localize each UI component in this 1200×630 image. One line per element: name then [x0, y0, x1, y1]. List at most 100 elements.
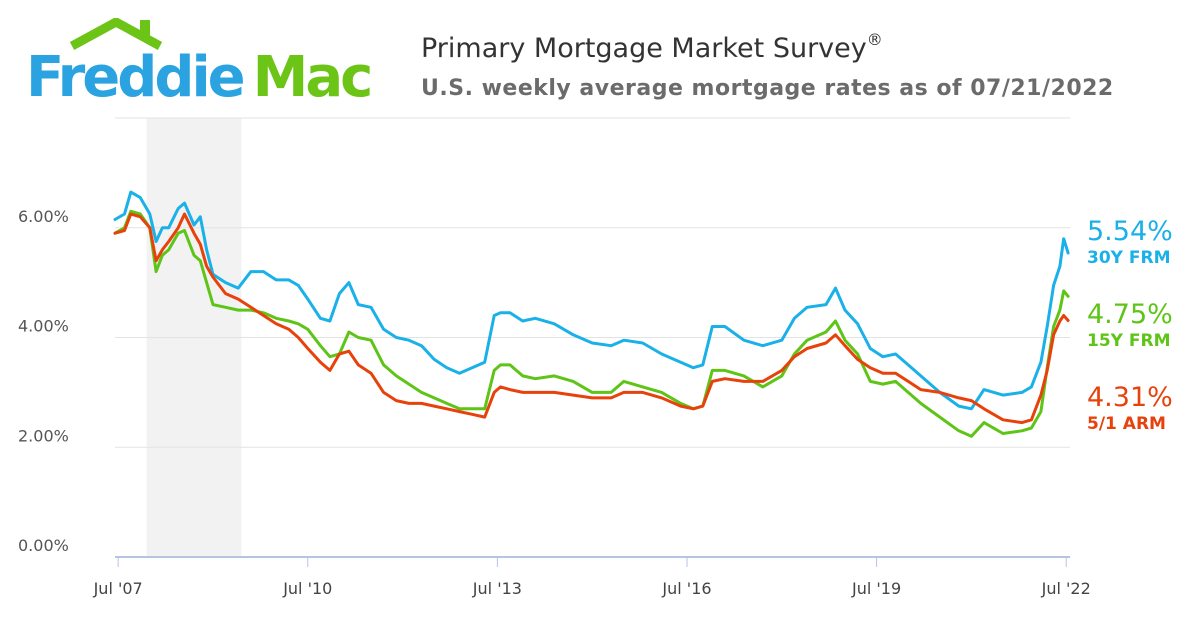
data-point	[148, 226, 151, 229]
data-point	[483, 407, 486, 410]
data-point	[139, 213, 142, 215]
x-tick-label: Jul '19	[851, 579, 901, 598]
data-point	[148, 213, 151, 215]
data-point	[155, 270, 157, 273]
data-point	[806, 347, 808, 350]
data-point	[499, 364, 502, 366]
data-point	[622, 339, 625, 342]
data-point	[742, 339, 745, 342]
data-point	[445, 402, 448, 405]
data-point	[129, 213, 132, 215]
data-point	[370, 372, 372, 375]
data-point	[139, 196, 142, 199]
data-point	[262, 314, 265, 317]
data-point	[328, 320, 331, 322]
data-point	[193, 254, 195, 257]
data-point	[970, 435, 973, 438]
data-point	[287, 278, 290, 281]
data-point	[679, 361, 682, 364]
data-point	[907, 380, 910, 383]
data-point	[199, 243, 202, 246]
data-point	[1052, 333, 1055, 336]
data-point	[679, 405, 682, 407]
data-point	[825, 303, 827, 306]
data-point	[357, 336, 360, 339]
data-point	[205, 265, 208, 268]
data-point	[553, 322, 556, 325]
data-point	[1030, 385, 1033, 388]
callout-15y: 4.75% 15Y FRM	[1087, 300, 1173, 352]
data-point	[882, 383, 884, 386]
data-point	[395, 375, 398, 377]
data-point	[660, 391, 663, 394]
logo-wordmark: Freddie Mac	[26, 45, 373, 110]
data-point	[692, 366, 695, 369]
data-point	[177, 226, 180, 229]
data-point	[275, 278, 278, 281]
data-point	[793, 355, 796, 358]
data-point	[1058, 265, 1061, 268]
data-point	[1002, 418, 1004, 421]
data-point	[534, 377, 537, 380]
callout-30y: 5.54% 30Y FRM	[1087, 217, 1173, 269]
data-point	[793, 317, 796, 320]
data-point	[1002, 432, 1004, 435]
data-point	[938, 416, 941, 418]
data-point	[1021, 429, 1023, 432]
data-point	[224, 281, 227, 284]
data-point	[1067, 252, 1070, 254]
data-point	[445, 407, 448, 410]
data-point	[458, 407, 461, 410]
data-point	[338, 353, 341, 355]
data-point	[610, 391, 613, 394]
data-point	[183, 202, 186, 204]
x-tick-label: Jul '16	[661, 579, 711, 598]
data-point	[499, 311, 502, 314]
data-point	[869, 380, 872, 383]
data-point	[167, 226, 170, 229]
data-point	[825, 331, 827, 333]
data-point	[882, 355, 884, 358]
logo-roof-icon	[69, 18, 163, 50]
data-point	[319, 361, 322, 364]
callout-30y-label: 30Y FRM	[1087, 248, 1171, 268]
data-point	[382, 391, 385, 394]
series-points-1	[114, 210, 1070, 438]
data-point	[834, 287, 837, 290]
data-point	[347, 350, 350, 353]
data-point	[161, 226, 164, 229]
data-point	[357, 303, 360, 306]
data-point	[591, 391, 594, 394]
data-point	[534, 391, 537, 394]
data-point	[761, 380, 764, 383]
data-point	[970, 399, 973, 402]
data-point	[483, 416, 486, 418]
logo-word-freddie: Freddie	[26, 45, 246, 110]
data-point	[844, 309, 846, 311]
data-point	[237, 298, 240, 300]
data-point	[622, 391, 625, 394]
data-point	[407, 383, 410, 386]
data-point	[957, 396, 960, 399]
callout-30y-value: 5.54%	[1087, 216, 1173, 247]
data-point	[123, 229, 126, 232]
data-point	[433, 358, 436, 361]
data-point	[493, 391, 496, 394]
data-point	[287, 328, 290, 331]
data-point	[177, 207, 180, 210]
data-point	[882, 372, 884, 375]
data-point	[521, 375, 524, 377]
data-point	[370, 339, 372, 342]
y-tick-label: 2.00%	[18, 426, 69, 445]
data-point	[338, 292, 341, 295]
data-point	[572, 333, 575, 336]
data-point	[306, 347, 309, 350]
data-point	[780, 375, 783, 377]
data-point	[1052, 325, 1055, 328]
data-point	[407, 402, 410, 405]
series-points-0	[114, 191, 1070, 410]
data-point	[919, 402, 922, 405]
data-point	[224, 292, 227, 295]
data-point	[161, 254, 164, 257]
data-point	[553, 391, 556, 394]
